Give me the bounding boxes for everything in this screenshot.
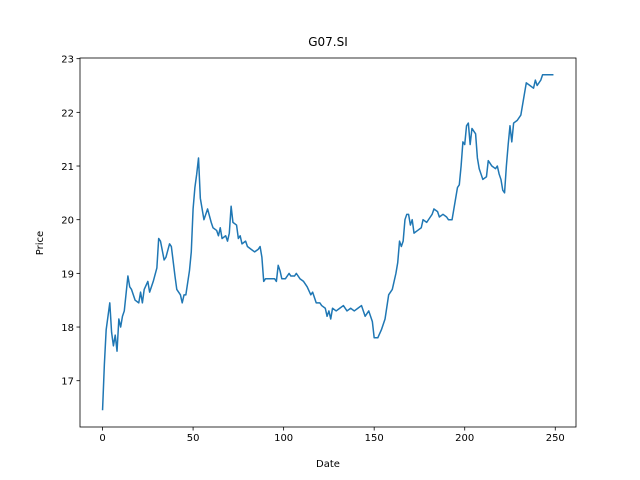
y-tick-label: 22 xyxy=(61,108,74,119)
y-tick-label: 21 xyxy=(61,162,74,173)
chart-title: G07.SI xyxy=(308,35,348,49)
x-tick-label: 50 xyxy=(187,433,200,444)
x-tick-label: 250 xyxy=(546,433,565,444)
price-line xyxy=(101,74,554,411)
y-tick-label: 20 xyxy=(61,216,74,227)
plot-frame xyxy=(79,57,577,428)
y-tick-label: 19 xyxy=(61,269,74,280)
x-tick-label: 0 xyxy=(99,433,105,444)
y-tick-label: 23 xyxy=(61,55,74,66)
y-axis-label: Price xyxy=(35,231,46,255)
x-tick-label: 150 xyxy=(365,433,384,444)
x-tick-label: 200 xyxy=(455,433,474,444)
x-tick-label: 100 xyxy=(274,433,293,444)
y-tick-label: 17 xyxy=(61,377,74,388)
x-axis-label: Date xyxy=(316,459,340,470)
y-tick-label: 18 xyxy=(61,323,74,334)
